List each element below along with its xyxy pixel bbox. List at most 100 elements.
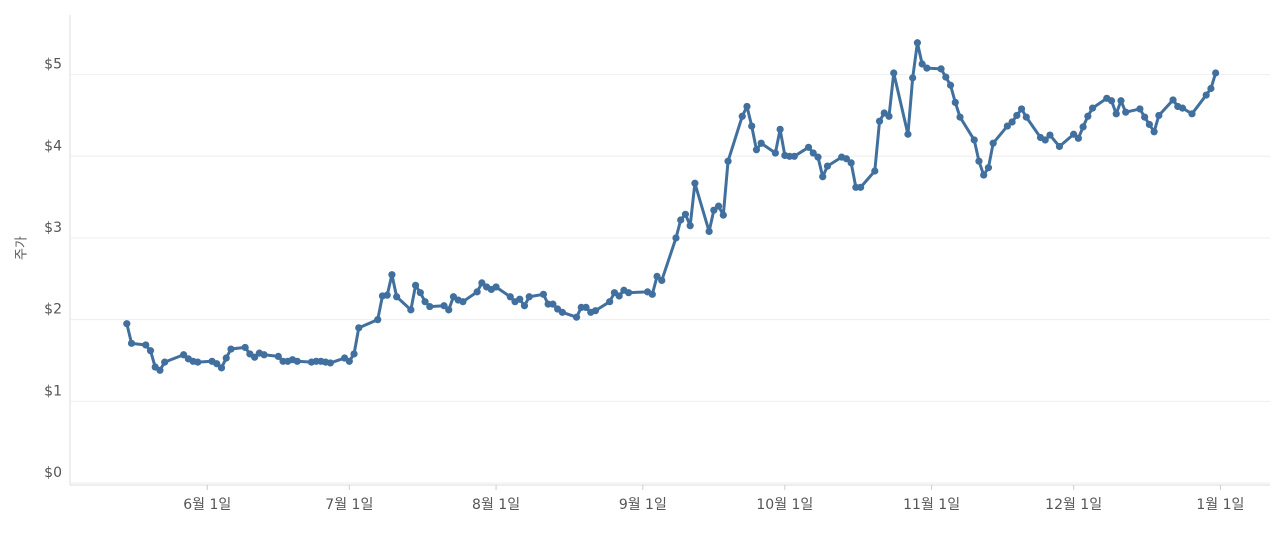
point — [161, 358, 169, 366]
point — [260, 351, 268, 359]
point — [1013, 111, 1021, 120]
point — [790, 152, 798, 160]
point — [1136, 105, 1144, 113]
point — [393, 293, 401, 301]
point — [227, 345, 235, 353]
point — [416, 289, 424, 297]
x-tick-label: 7월 1일 — [325, 497, 373, 513]
point — [1074, 134, 1082, 142]
point — [582, 303, 590, 311]
point — [506, 293, 514, 301]
point — [222, 354, 230, 362]
point — [937, 65, 945, 73]
point — [350, 350, 358, 358]
y-tick-label: $1 — [44, 383, 62, 399]
point — [989, 139, 997, 147]
point — [913, 39, 922, 47]
point — [251, 353, 259, 361]
point — [388, 271, 396, 279]
point — [1088, 104, 1097, 112]
point — [677, 216, 685, 224]
point — [1107, 97, 1116, 105]
point — [492, 283, 500, 291]
point — [1055, 142, 1064, 151]
point — [672, 234, 680, 242]
point — [383, 291, 391, 299]
point — [241, 343, 249, 352]
point — [956, 113, 964, 121]
point — [459, 298, 467, 306]
point — [606, 298, 614, 306]
x-tick-label: 11월 1일 — [903, 497, 960, 513]
point — [705, 227, 713, 236]
point — [1008, 118, 1016, 126]
point — [724, 157, 732, 165]
point — [217, 364, 226, 372]
point — [890, 69, 898, 77]
point — [847, 159, 855, 167]
point — [345, 357, 353, 365]
point — [478, 279, 486, 287]
point — [1150, 128, 1158, 136]
point — [1169, 96, 1177, 104]
point — [572, 313, 581, 321]
point — [146, 347, 155, 355]
point — [885, 112, 893, 120]
point — [1145, 120, 1153, 129]
y-tick-label: $0 — [44, 465, 62, 481]
point — [918, 60, 926, 68]
point — [591, 307, 600, 315]
x-tick-label: 8월 1일 — [472, 497, 520, 513]
point — [520, 302, 529, 310]
point — [374, 316, 382, 324]
point — [871, 167, 879, 175]
point — [904, 130, 912, 138]
x-tick-label: 6월 1일 — [183, 497, 231, 513]
point — [194, 358, 202, 366]
point — [752, 146, 761, 154]
point — [909, 74, 917, 82]
point — [1207, 84, 1215, 93]
point — [421, 298, 429, 306]
x-tick-label: 12월 1일 — [1045, 497, 1102, 513]
point — [615, 292, 623, 300]
y-tick-label: $5 — [44, 57, 62, 73]
point — [875, 117, 884, 125]
point — [719, 211, 727, 219]
point — [653, 272, 661, 280]
point — [1202, 91, 1210, 99]
y-tick-label: $2 — [44, 302, 62, 318]
x-tick-label: 1월 1일 — [1196, 497, 1244, 513]
point — [1155, 111, 1163, 120]
point — [946, 81, 955, 89]
point — [951, 98, 959, 106]
point — [1188, 110, 1196, 118]
point — [856, 183, 865, 191]
point — [1041, 136, 1049, 144]
point — [970, 136, 978, 144]
point — [274, 352, 282, 361]
point — [710, 206, 718, 214]
point — [558, 308, 566, 316]
point — [743, 102, 751, 111]
point — [1122, 108, 1130, 116]
point — [648, 290, 656, 298]
y-tick-label: $4 — [44, 138, 62, 154]
point — [625, 289, 633, 297]
point — [1003, 122, 1011, 130]
point — [809, 149, 817, 157]
point — [819, 173, 827, 181]
point — [984, 164, 993, 172]
line — [125, 41, 1218, 372]
point — [738, 112, 746, 120]
point — [180, 351, 188, 359]
point — [156, 366, 164, 374]
point — [923, 64, 931, 72]
point — [123, 320, 131, 328]
x-tick-label: 9월 1일 — [619, 497, 667, 513]
point — [691, 179, 699, 187]
point — [1178, 104, 1187, 112]
point — [1070, 130, 1078, 138]
point — [213, 360, 221, 368]
point — [842, 155, 850, 163]
